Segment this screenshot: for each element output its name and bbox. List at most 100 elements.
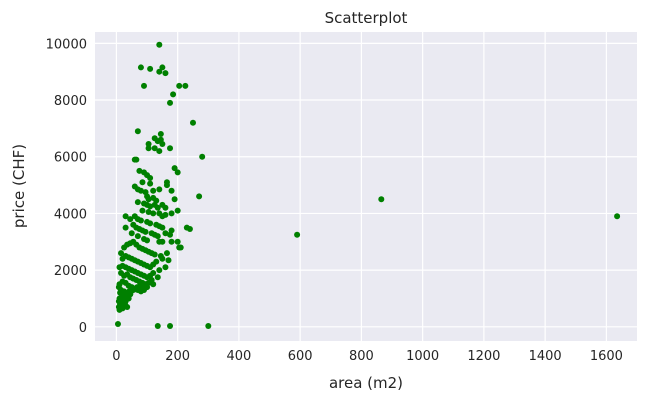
data-point: [168, 210, 175, 217]
data-point: [174, 207, 181, 214]
plot-background: [95, 32, 637, 341]
data-point: [294, 231, 301, 238]
data-point: [139, 179, 146, 186]
data-point: [162, 211, 169, 218]
data-point: [156, 267, 163, 274]
data-point: [159, 238, 166, 245]
data-point: [153, 197, 160, 204]
data-point: [165, 257, 172, 264]
data-point: [145, 145, 152, 152]
data-point: [122, 213, 129, 220]
data-point: [159, 224, 166, 231]
data-point: [205, 322, 212, 329]
data-point: [151, 145, 158, 152]
data-point: [167, 99, 174, 106]
y-tick-label: 6000: [54, 151, 87, 166]
data-point: [157, 131, 164, 138]
data-point: [159, 64, 166, 71]
data-point: [139, 207, 146, 214]
x-tick-label: 0: [112, 349, 120, 364]
x-tick-label: 800: [349, 349, 374, 364]
data-point: [118, 250, 125, 257]
x-tick-label: 400: [227, 349, 252, 364]
data-point: [162, 264, 169, 271]
x-tick-label: 200: [165, 349, 190, 364]
y-tick-labels: 0 2000 4000 6000 8000 10000: [46, 37, 87, 335]
y-tick-label: 4000: [54, 207, 87, 222]
data-point: [186, 226, 193, 233]
data-point: [167, 322, 174, 329]
data-point: [150, 210, 157, 217]
data-point: [137, 281, 144, 288]
data-point: [170, 91, 177, 98]
data-point: [162, 230, 169, 237]
data-point: [171, 196, 178, 203]
y-tick-label: 2000: [54, 264, 87, 279]
chart-title: Scatterplot: [325, 9, 408, 27]
data-point: [182, 82, 189, 89]
data-point: [156, 41, 163, 48]
data-point: [168, 238, 175, 245]
data-point: [154, 233, 161, 240]
data-point: [134, 199, 141, 206]
data-point: [122, 224, 129, 231]
data-point: [196, 193, 203, 200]
data-point: [154, 322, 161, 329]
data-point: [150, 281, 157, 288]
data-point: [136, 167, 143, 174]
data-point: [199, 153, 206, 160]
data-point: [156, 148, 163, 155]
data-point: [128, 230, 135, 237]
x-axis-label: area (m2): [329, 374, 403, 392]
data-point: [144, 237, 151, 244]
x-tick-labels: 0 200 400 600 800 1000 1200 1400 1600: [112, 349, 623, 364]
data-point: [150, 269, 157, 276]
x-tick-label: 600: [288, 349, 313, 364]
data-point: [124, 303, 131, 310]
data-point: [163, 250, 170, 257]
data-point: [174, 169, 181, 176]
data-point: [137, 64, 144, 71]
data-point: [156, 68, 163, 75]
data-point: [614, 213, 621, 220]
data-point: [162, 204, 169, 211]
data-point: [171, 165, 178, 172]
x-tick-label: 1400: [529, 349, 562, 364]
data-point: [174, 238, 181, 245]
data-point: [159, 140, 166, 147]
data-point: [162, 70, 169, 77]
grid-lines: [95, 32, 637, 341]
data-point: [134, 128, 141, 135]
data-point: [159, 255, 166, 262]
data-point: [154, 204, 161, 211]
data-point: [163, 182, 170, 189]
data-point: [176, 82, 183, 89]
data-point: [147, 65, 154, 72]
data-point: [167, 231, 174, 238]
data-point: [156, 186, 163, 193]
data-point: [168, 187, 175, 194]
data-point: [145, 196, 152, 203]
data-point: [142, 228, 149, 235]
data-point: [114, 320, 121, 327]
x-tick-label: 1600: [590, 349, 623, 364]
data-point: [145, 140, 152, 147]
data-point: [147, 203, 154, 210]
data-point: [137, 217, 144, 224]
data-point: [134, 233, 141, 240]
data-point: [189, 119, 196, 126]
data-point: [119, 305, 126, 312]
data-point: [147, 220, 154, 227]
data-point: [145, 209, 152, 216]
data-point: [137, 187, 144, 194]
data-points: [114, 41, 621, 329]
data-point: [154, 274, 161, 281]
x-tick-label: 1000: [406, 349, 439, 364]
data-point: [167, 145, 174, 152]
y-tick-label: 8000: [54, 94, 87, 109]
x-tick-label: 1200: [467, 349, 500, 364]
y-axis-label: price (CHF): [10, 144, 28, 228]
data-point: [151, 251, 158, 258]
data-point: [147, 180, 154, 187]
